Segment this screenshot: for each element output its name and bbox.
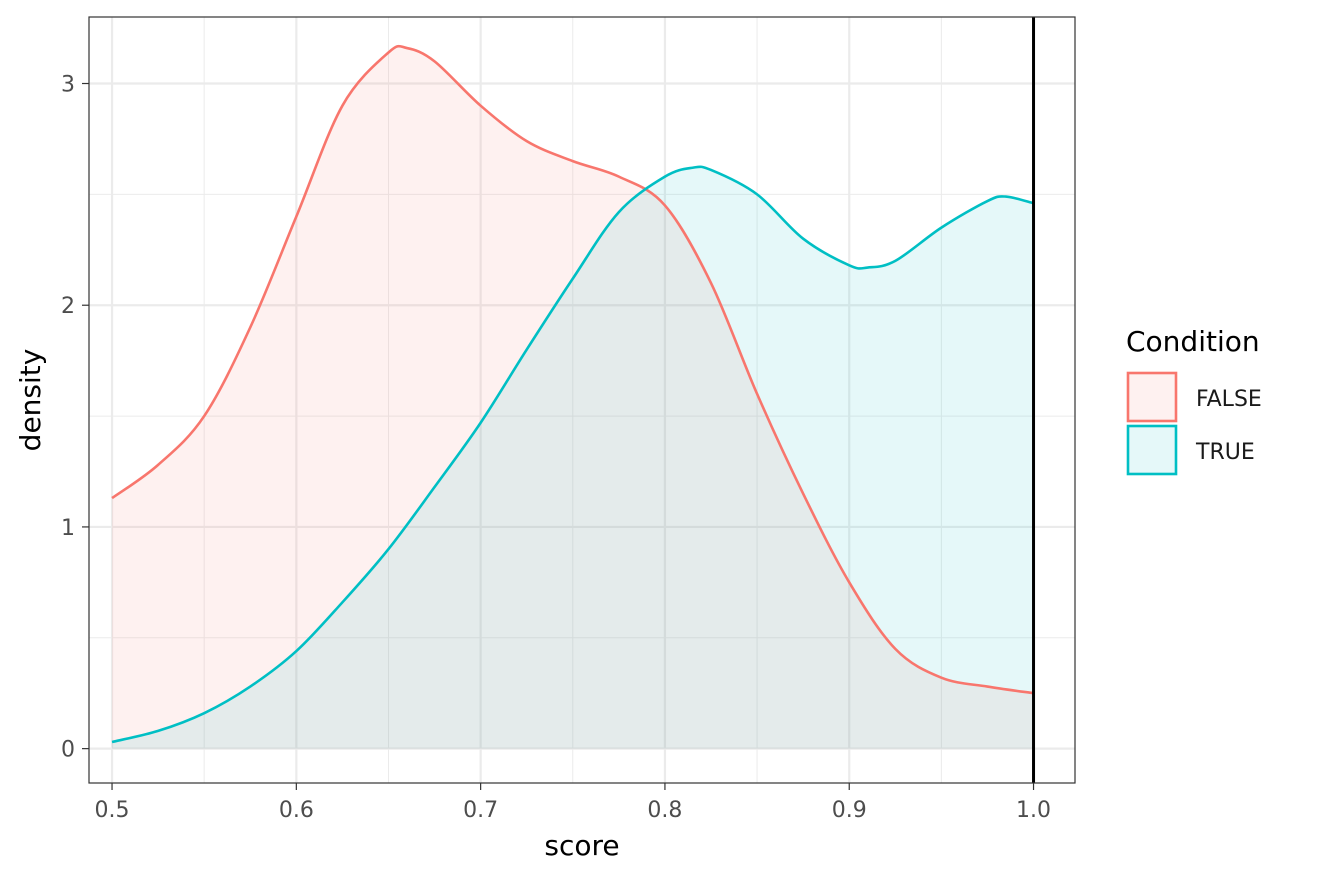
x-tick-label: 0.6 (279, 798, 314, 823)
density-area-false (112, 46, 1034, 749)
x-axis: 0.5 0.6 0.7 0.8 0.9 1.0 (95, 783, 1051, 823)
y-tick-label: 1 (61, 516, 75, 541)
legend-key-true (1126, 424, 1178, 476)
density-line-false (111, 44, 1034, 695)
legend-label-true: TRUE (1195, 440, 1255, 465)
x-tick-label: 0.7 (463, 798, 498, 823)
density-lines (111, 44, 1034, 744)
x-tick-label: 0.5 (95, 798, 130, 823)
y-axis-title: density (14, 349, 47, 452)
y-tick-label: 0 (61, 738, 75, 763)
legend-label-false: FALSE (1196, 387, 1262, 412)
major-gridlines (89, 17, 1075, 783)
x-tick-label: 0.8 (647, 798, 682, 823)
y-tick-label: 3 (61, 73, 75, 98)
plot-panel-background (89, 17, 1075, 783)
legend-key-false (1126, 371, 1178, 423)
minor-gridlines (89, 17, 1075, 783)
legend-title: Condition (1126, 325, 1260, 358)
y-axis: 0 1 2 3 (61, 73, 89, 763)
legend: Condition FALSE TRUE (1126, 325, 1262, 476)
x-tick-label: 0.9 (832, 798, 867, 823)
legend-items: FALSE TRUE (1126, 371, 1262, 476)
y-tick-label: 2 (61, 294, 75, 319)
plot-panel-border (88, 16, 1076, 784)
x-axis-title: score (544, 829, 619, 862)
x-tick-label: 1.0 (1016, 798, 1051, 823)
density-line-true (111, 165, 1034, 744)
